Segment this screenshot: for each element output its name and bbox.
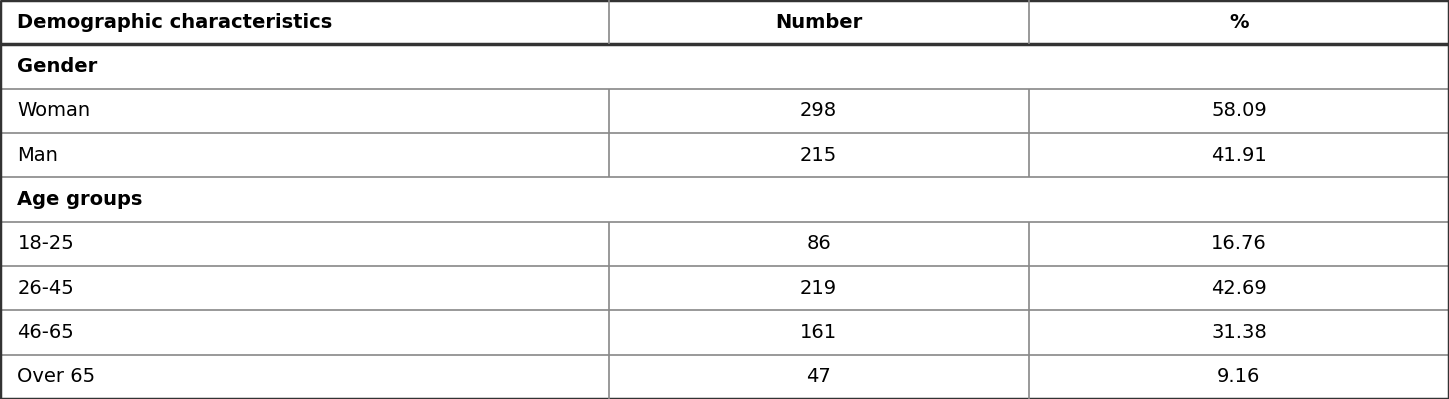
Bar <box>1029 44 1449 89</box>
Text: 46-65: 46-65 <box>17 323 74 342</box>
Text: Over 65: Over 65 <box>17 367 96 386</box>
Text: Demographic characteristics: Demographic characteristics <box>17 13 333 32</box>
Text: Age groups: Age groups <box>17 190 143 209</box>
Bar <box>609 266 1029 310</box>
Bar <box>1029 310 1449 355</box>
Text: 86: 86 <box>806 234 832 253</box>
Bar <box>1029 177 1449 222</box>
Text: 298: 298 <box>800 101 838 120</box>
Bar <box>1029 0 1449 44</box>
Text: Number: Number <box>775 13 862 32</box>
Bar <box>1029 266 1449 310</box>
Text: Gender: Gender <box>17 57 97 76</box>
Text: 47: 47 <box>806 367 832 386</box>
Bar <box>609 222 1029 266</box>
Bar <box>609 89 1029 133</box>
Bar <box>0 0 609 44</box>
Text: 26-45: 26-45 <box>17 279 74 298</box>
Text: Man: Man <box>17 146 58 165</box>
Bar <box>0 44 609 89</box>
Text: Woman: Woman <box>17 101 90 120</box>
Text: 9.16: 9.16 <box>1217 367 1261 386</box>
Bar <box>1029 89 1449 133</box>
Text: 219: 219 <box>800 279 838 298</box>
Bar <box>0 355 609 399</box>
Bar <box>609 177 1029 222</box>
Text: 58.09: 58.09 <box>1211 101 1266 120</box>
Text: 31.38: 31.38 <box>1211 323 1266 342</box>
Bar <box>0 222 609 266</box>
Bar <box>1029 133 1449 177</box>
Bar <box>1029 222 1449 266</box>
Bar <box>0 133 609 177</box>
Bar <box>609 0 1029 44</box>
Bar <box>609 133 1029 177</box>
Text: 18-25: 18-25 <box>17 234 74 253</box>
Bar <box>609 44 1029 89</box>
Bar <box>0 89 609 133</box>
Text: 16.76: 16.76 <box>1211 234 1266 253</box>
Bar <box>0 177 609 222</box>
Bar <box>609 310 1029 355</box>
Text: 215: 215 <box>800 146 838 165</box>
Bar <box>609 355 1029 399</box>
Text: %: % <box>1229 13 1249 32</box>
Bar <box>1029 355 1449 399</box>
Bar <box>0 310 609 355</box>
Text: 41.91: 41.91 <box>1211 146 1266 165</box>
Text: 161: 161 <box>800 323 838 342</box>
Bar <box>0 266 609 310</box>
Text: 42.69: 42.69 <box>1211 279 1266 298</box>
